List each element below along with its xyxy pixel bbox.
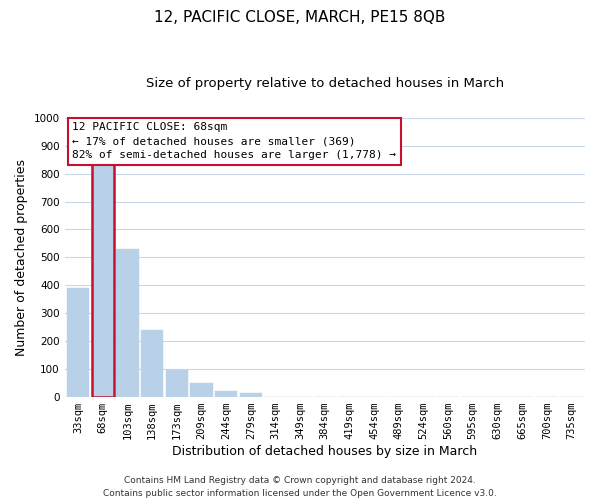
X-axis label: Distribution of detached houses by size in March: Distribution of detached houses by size … (172, 444, 478, 458)
Text: Contains HM Land Registry data © Crown copyright and database right 2024.
Contai: Contains HM Land Registry data © Crown c… (103, 476, 497, 498)
Y-axis label: Number of detached properties: Number of detached properties (15, 159, 28, 356)
Text: 12, PACIFIC CLOSE, MARCH, PE15 8QB: 12, PACIFIC CLOSE, MARCH, PE15 8QB (154, 10, 446, 25)
Text: 12 PACIFIC CLOSE: 68sqm
← 17% of detached houses are smaller (369)
82% of semi-d: 12 PACIFIC CLOSE: 68sqm ← 17% of detache… (73, 122, 397, 160)
Bar (116, 249, 139, 396)
Bar (92, 164, 114, 396)
Bar (215, 391, 237, 396)
Bar (166, 370, 188, 396)
Bar (67, 288, 89, 397)
Title: Size of property relative to detached houses in March: Size of property relative to detached ho… (146, 78, 504, 90)
Bar (92, 164, 114, 396)
Bar (239, 393, 262, 396)
Bar (190, 382, 212, 396)
Bar (141, 330, 163, 396)
